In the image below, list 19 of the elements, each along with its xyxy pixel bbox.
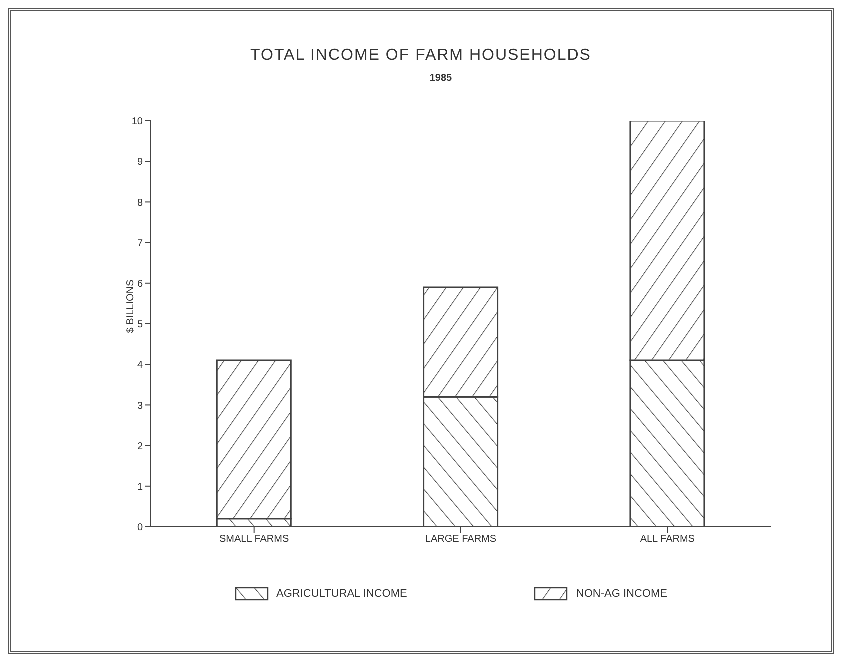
chart-subtitle: 1985 <box>428 73 454 84</box>
y-tick-label: 10 <box>132 116 144 128</box>
y-tick-label: 1 <box>137 482 144 493</box>
y-tick-label: 6 <box>137 278 144 290</box>
y-tick-label: 9 <box>137 157 144 168</box>
y-tick-label: 5 <box>137 320 144 331</box>
x-tick-label: SMALL FARMS <box>220 534 290 546</box>
y-tick-label: 3 <box>137 400 144 412</box>
y-tick-label: 2 <box>137 441 144 452</box>
y-tick-label: 4 <box>137 360 144 372</box>
y-tick-label: 0 <box>137 522 144 534</box>
y-axis-title: $ BILLIONS <box>126 278 136 336</box>
y-tick-label: 7 <box>137 238 144 250</box>
y-tick-label: 8 <box>137 198 144 209</box>
chart-title: TOTAL INCOME OF FARM HOUSEHOLDS <box>250 47 592 65</box>
x-tick-label: LARGE FARMS <box>425 534 497 546</box>
legend-label: NON-AG INCOME <box>576 588 668 600</box>
legend-label: AGRICULTURAL INCOME <box>276 588 408 600</box>
x-tick-label: ALL FARMS <box>640 534 696 546</box>
